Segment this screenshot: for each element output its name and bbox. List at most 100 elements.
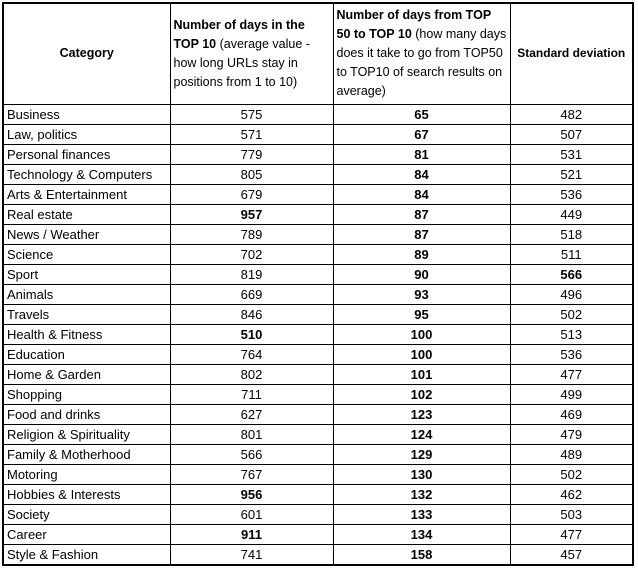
std-dev-cell: 531	[509, 143, 634, 165]
std-dev-cell: 511	[509, 243, 634, 265]
category-cell: Real estate	[2, 203, 171, 225]
days-in-top10-cell: 956	[169, 483, 334, 505]
std-dev-cell: 469	[509, 403, 634, 425]
std-dev-cell: 477	[509, 363, 634, 385]
header-days-in-top10-subtitle: (average value - how long URLs stay in p…	[173, 36, 310, 89]
table-row: Health & Fitness 510 100 513	[2, 323, 634, 345]
days-in-top10-cell: 779	[169, 143, 334, 165]
days-top50-to-top10-cell: 123	[332, 403, 511, 425]
category-cell: Religion & Spirituality	[2, 423, 171, 445]
category-cell: Shopping	[2, 383, 171, 405]
days-top50-to-top10-cell: 130	[332, 463, 511, 485]
days-in-top10-cell: 767	[169, 463, 334, 485]
std-dev-cell: 499	[509, 383, 634, 405]
header-days-in-top10: Number of days in the TOP 10 (average va…	[169, 2, 334, 105]
std-dev-cell: 513	[509, 323, 634, 345]
header-category: Category	[2, 2, 171, 105]
days-top50-to-top10-cell: 65	[332, 103, 511, 125]
std-dev-cell: 489	[509, 443, 634, 465]
category-cell: Law, politics	[2, 123, 171, 145]
days-top50-to-top10-cell: 134	[332, 523, 511, 545]
days-top50-to-top10-cell: 100	[332, 323, 511, 345]
category-cell: News / Weather	[2, 223, 171, 245]
days-in-top10-cell: 601	[169, 503, 334, 525]
days-in-top10-cell: 789	[169, 223, 334, 245]
table-row: Career 911 134 477	[2, 523, 634, 545]
category-cell: Animals	[2, 283, 171, 305]
table-body: Business 575 65 482 Law, politics 571 67 507 Per…	[2, 103, 634, 565]
header-row: Category Number of days in the TOP 10 (a…	[2, 2, 634, 105]
table-row: Motoring 767 130 502	[2, 463, 634, 485]
table-row: Technology & Computers 805 84 521	[2, 163, 634, 185]
header-standard-deviation: Standard deviation	[509, 2, 634, 105]
std-dev-cell: 566	[509, 263, 634, 285]
std-dev-cell: 449	[509, 203, 634, 225]
days-in-top10-cell: 846	[169, 303, 334, 325]
table-row: Food and drinks 627 123 469	[2, 403, 634, 425]
std-dev-cell: 462	[509, 483, 634, 505]
days-in-top10-cell: 669	[169, 283, 334, 305]
days-in-top10-cell: 819	[169, 263, 334, 285]
table-row: Animals 669 93 496	[2, 283, 634, 305]
days-in-top10-cell: 801	[169, 423, 334, 445]
std-dev-cell: 503	[509, 503, 634, 525]
table-row: Law, politics 571 67 507	[2, 123, 634, 145]
days-top50-to-top10-cell: 90	[332, 263, 511, 285]
std-dev-cell: 536	[509, 343, 634, 365]
category-cell: Personal finances	[2, 143, 171, 165]
days-top50-to-top10-cell: 133	[332, 503, 511, 525]
table-row: News / Weather 789 87 518	[2, 223, 634, 245]
days-top50-to-top10-cell: 102	[332, 383, 511, 405]
days-in-top10-cell: 957	[169, 203, 334, 225]
category-cell: Travels	[2, 303, 171, 325]
table-row: Shopping 711 102 499	[2, 383, 634, 405]
std-dev-cell: 507	[509, 123, 634, 145]
days-in-top10-cell: 627	[169, 403, 334, 425]
category-cell: Family & Motherhood	[2, 443, 171, 465]
std-dev-cell: 536	[509, 183, 634, 205]
days-top50-to-top10-cell: 87	[332, 203, 511, 225]
table-row: Society 601 133 503	[2, 503, 634, 525]
header-category-label: Category	[59, 46, 114, 61]
table-row: Real estate 957 87 449	[2, 203, 634, 225]
table-row: Education 764 100 536	[2, 343, 634, 365]
days-in-top10-cell: 802	[169, 363, 334, 385]
days-top50-to-top10-cell: 132	[332, 483, 511, 505]
table-row: Travels 846 95 502	[2, 303, 634, 325]
days-in-top10-cell: 911	[169, 523, 334, 545]
category-cell: Business	[2, 103, 171, 125]
days-in-top10-cell: 571	[169, 123, 334, 145]
header-standard-deviation-label: Standard deviation	[517, 46, 626, 61]
header-days-in-top10-title: Number of days in the TOP 10	[173, 17, 305, 51]
header-days-top50-to-top10-subtitle: (how many days does it take to go from T…	[336, 27, 507, 99]
category-cell: Science	[2, 243, 171, 265]
days-in-top10-cell: 805	[169, 163, 334, 185]
days-top50-to-top10-cell: 101	[332, 363, 511, 385]
category-cell: Health & Fitness	[2, 323, 171, 345]
category-statistics-table: Category Number of days in the TOP 10 (a…	[2, 2, 634, 566]
std-dev-cell: 502	[509, 463, 634, 485]
table-row: Science 702 89 511	[2, 243, 634, 265]
days-top50-to-top10-cell: 95	[332, 303, 511, 325]
header-days-top50-to-top10-title: Number of days from TOP 50 to TOP 10	[336, 8, 491, 42]
days-in-top10-cell: 702	[169, 243, 334, 265]
table-row: Religion & Spirituality 801 124 479	[2, 423, 634, 445]
category-cell: Hobbies & Interests	[2, 483, 171, 505]
std-dev-cell: 457	[509, 543, 634, 565]
table-row: Business 575 65 482	[2, 103, 634, 125]
days-top50-to-top10-cell: 129	[332, 443, 511, 465]
days-top50-to-top10-cell: 158	[332, 543, 511, 565]
days-top50-to-top10-cell: 81	[332, 143, 511, 165]
category-cell: Technology & Computers	[2, 163, 171, 185]
category-cell: Sport	[2, 263, 171, 285]
days-top50-to-top10-cell: 84	[332, 183, 511, 205]
std-dev-cell: 502	[509, 303, 634, 325]
days-top50-to-top10-cell: 84	[332, 163, 511, 185]
days-top50-to-top10-cell: 100	[332, 343, 511, 365]
days-in-top10-cell: 741	[169, 543, 334, 565]
header-days-top50-to-top10: Number of days from TOP 50 to TOP 10 (ho…	[332, 2, 511, 105]
std-dev-cell: 482	[509, 103, 634, 125]
days-top50-to-top10-cell: 89	[332, 243, 511, 265]
category-cell: Style & Fashion	[2, 543, 171, 565]
days-in-top10-cell: 679	[169, 183, 334, 205]
